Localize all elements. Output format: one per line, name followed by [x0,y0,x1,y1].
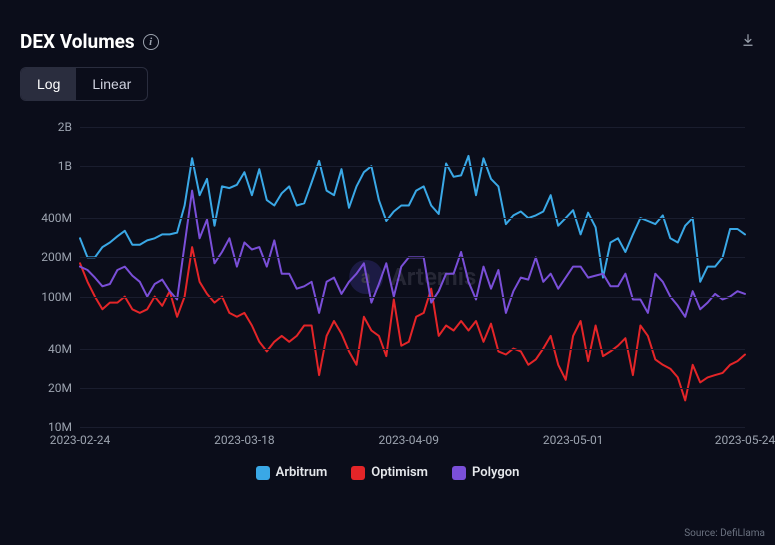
plot-region: a Artemis 10M20M40M100M200M400M1B2B2023-… [80,127,745,427]
y-axis-label: 2B [58,120,72,134]
legend-swatch [256,466,270,480]
legend-label: Polygon [472,465,519,480]
gridline [80,166,745,167]
chart-panel: DEX Volumes i Log Linear a Artemis 10M20… [0,0,775,545]
series-line [80,191,745,317]
chart-area: a Artemis 10M20M40M100M200M400M1B2B2023-… [20,117,755,457]
series-line [80,247,745,400]
scale-linear-button[interactable]: Linear [76,68,147,100]
legend-swatch [351,466,365,480]
legend-item[interactable]: Optimism [351,465,428,480]
y-axis-label: 200M [41,250,72,264]
scale-log-button[interactable]: Log [21,68,76,100]
source-text: Source: DefiLlama [684,528,765,539]
info-icon[interactable]: i [143,34,159,50]
x-axis-label: 2023-03-18 [214,433,275,447]
gridline [80,427,745,428]
legend: Arbitrum Optimism Polygon [20,465,755,480]
gridline [80,257,745,258]
scale-toggle: Log Linear [20,67,148,101]
y-axis-label: 10M [48,420,72,434]
header: DEX Volumes i [20,30,755,53]
y-axis-label: 100M [41,290,72,304]
gridline [80,218,745,219]
y-axis-label: 20M [48,381,72,395]
gridline [80,297,745,298]
chart-title: DEX Volumes [20,30,135,53]
legend-item[interactable]: Arbitrum [256,465,328,480]
legend-item[interactable]: Polygon [452,465,519,480]
gridline [80,349,745,350]
x-axis-label: 2023-05-01 [543,433,604,447]
gridline [80,127,745,128]
legend-swatch [452,466,466,480]
x-axis-label: 2023-04-09 [378,433,439,447]
legend-label: Arbitrum [276,465,328,480]
gridline [80,388,745,389]
x-axis-label: 2023-02-24 [50,433,111,447]
download-icon[interactable] [741,33,755,51]
chart-svg [80,127,745,427]
y-axis-label: 400M [41,211,72,225]
title-wrap: DEX Volumes i [20,30,159,53]
x-axis-label: 2023-05-24 [715,433,775,447]
y-axis-label: 40M [48,342,72,356]
legend-label: Optimism [371,465,428,480]
y-axis-label: 1B [58,159,72,173]
